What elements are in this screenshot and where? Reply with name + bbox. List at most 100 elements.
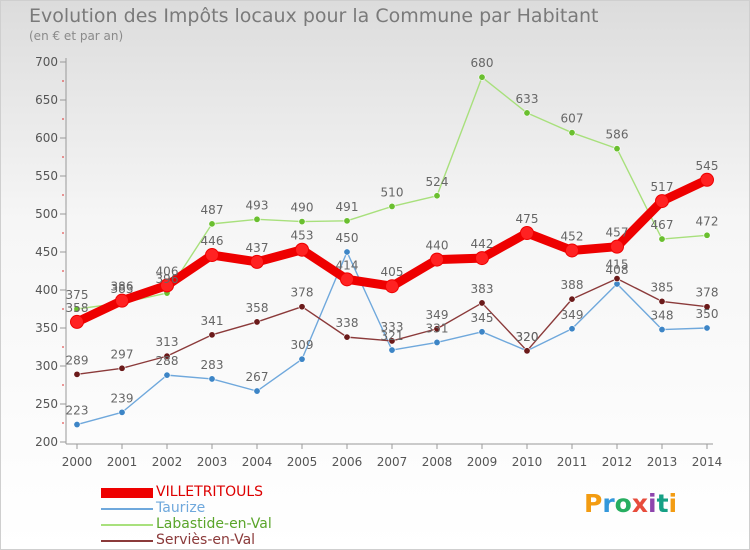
data-label: 313: [156, 335, 179, 349]
data-point: [523, 109, 531, 117]
data-label: 467: [651, 218, 674, 232]
data-label: 341: [201, 314, 224, 328]
data-point: [430, 252, 444, 267]
data-point: [388, 337, 396, 345]
data-point: [703, 303, 711, 311]
data-point: [208, 220, 216, 228]
legend-swatch: [101, 540, 153, 542]
data-label: 524: [426, 175, 449, 189]
data-point: [475, 251, 489, 266]
data-point: [205, 248, 219, 263]
x-tick-label: 2008: [422, 455, 453, 469]
data-point: [703, 231, 711, 239]
x-tick-label: 2005: [287, 455, 318, 469]
data-label: 338: [336, 316, 359, 330]
data-point: [433, 325, 441, 333]
data-point: [565, 243, 579, 258]
y-tick-label: 600: [35, 131, 58, 145]
data-label: 490: [291, 201, 314, 215]
data-label: 607: [561, 112, 584, 126]
chart-title: Evolution des Impôts locaux pour la Comm…: [29, 5, 599, 27]
data-label: 388: [561, 278, 584, 292]
x-tick-label: 2014: [692, 455, 723, 469]
data-point: [385, 279, 399, 294]
x-tick-label: 2010: [512, 455, 543, 469]
data-point: [343, 333, 351, 341]
data-label: 453: [291, 229, 314, 243]
data-point: [118, 364, 126, 372]
data-label: 545: [696, 159, 719, 173]
data-point: [298, 355, 306, 363]
data-point: [298, 303, 306, 311]
data-point: [610, 239, 624, 254]
logo-letter: r: [602, 489, 615, 518]
data-label: 586: [606, 128, 629, 142]
logo-letter: i: [648, 489, 657, 518]
data-point: [253, 318, 261, 326]
data-point: [298, 218, 306, 226]
data-label: 283: [201, 358, 224, 372]
data-label: 383: [111, 282, 134, 296]
data-point: [163, 371, 171, 379]
data-label: 349: [426, 308, 449, 322]
data-label: 386: [111, 280, 134, 294]
legend-label: Serviès-en-Val: [156, 532, 256, 548]
data-point: [568, 129, 576, 137]
data-point: [343, 248, 351, 256]
logo-letter: P: [584, 489, 603, 518]
y-tick-label: 700: [35, 55, 58, 69]
data-point: [655, 194, 669, 209]
data-point: [433, 338, 441, 346]
data-point: [568, 295, 576, 303]
data-point: [520, 226, 534, 240]
x-tick-label: 2002: [152, 455, 183, 469]
data-label: 321: [381, 329, 404, 343]
data-point: [700, 172, 714, 187]
data-point: [73, 421, 81, 429]
data-label: 289: [66, 353, 89, 367]
data-label: 405: [381, 265, 404, 279]
data-label: 309: [291, 338, 314, 352]
data-label: 437: [246, 241, 269, 255]
logo-letter: t: [656, 489, 669, 518]
data-label: 415: [606, 258, 629, 272]
data-label: 457: [606, 226, 629, 240]
data-label: 320: [516, 330, 539, 344]
data-label: 406: [156, 264, 179, 278]
data-label: 493: [246, 198, 269, 212]
logo-letter: o: [614, 489, 632, 518]
data-point: [658, 297, 666, 305]
y-tick-label: 550: [35, 169, 58, 183]
data-label: 358: [66, 301, 89, 315]
data-point: [253, 215, 261, 223]
data-label: 378: [291, 286, 314, 300]
data-point: [568, 325, 576, 333]
data-point: [478, 299, 486, 307]
x-tick-label: 2011: [557, 455, 588, 469]
data-label: 331: [426, 321, 449, 335]
y-tick-label: 350: [35, 321, 58, 335]
x-tick-label: 2003: [197, 455, 228, 469]
data-point: [658, 235, 666, 243]
y-tick-label: 650: [35, 93, 58, 107]
data-label: 267: [246, 370, 269, 384]
data-point: [388, 346, 396, 354]
data-label: 396: [156, 272, 179, 286]
data-label: 378: [696, 286, 719, 300]
data-label: 517: [651, 180, 674, 194]
data-label: 239: [111, 391, 134, 405]
data-label: 680: [471, 56, 494, 70]
data-label: 633: [516, 92, 539, 106]
data-label: 333: [381, 320, 404, 334]
data-label: 358: [246, 301, 269, 315]
data-point: [115, 293, 129, 308]
data-point: [478, 73, 486, 81]
data-label: 510: [381, 185, 404, 199]
data-label: 487: [201, 203, 224, 217]
data-label: 446: [201, 234, 224, 248]
data-label: 472: [696, 214, 719, 228]
x-tick-label: 2013: [647, 455, 678, 469]
data-labels: 358 386 406 446 437 453 414 405 440 442 475 452 457 5…: [66, 56, 719, 417]
data-label: 440: [426, 239, 449, 253]
